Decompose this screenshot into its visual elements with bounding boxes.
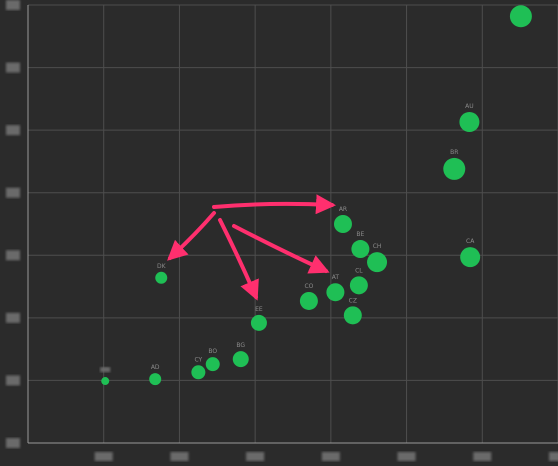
arrow: [212, 194, 336, 215]
bubble: [205, 357, 220, 372]
point-label: AT: [332, 274, 340, 281]
bubble: [460, 247, 481, 268]
point-label: DK: [157, 263, 167, 270]
point-label: CH: [373, 243, 382, 250]
point-label: CO: [304, 283, 313, 290]
point-label: CY: [194, 356, 202, 363]
point-label: EE: [255, 306, 263, 313]
x-tick-label-blurred: [94, 452, 113, 461]
x-tick-label-blurred: [246, 452, 265, 461]
bubble: [351, 240, 370, 259]
bubble: [367, 252, 388, 273]
arrow: [232, 224, 330, 274]
y-tick-label-blurred: [6, 62, 20, 73]
y-tick-label-blurred: [6, 375, 20, 386]
point-label: BR: [450, 149, 458, 156]
bubble: [101, 377, 110, 386]
bubble: [232, 351, 249, 368]
arrow: [167, 211, 216, 261]
bubble: [349, 276, 368, 295]
point-label: CZ: [349, 297, 357, 304]
bubble: [509, 5, 532, 28]
x-tick-label-blurred: [397, 452, 416, 461]
y-tick-label-blurred: [6, 250, 20, 261]
x-tick-label-blurred: [473, 452, 492, 461]
y-tick-label-blurred: [6, 312, 20, 323]
point-label: BG: [236, 342, 245, 349]
y-tick-label-blurred: [6, 125, 20, 136]
bubble: [326, 283, 345, 302]
bubble: [250, 314, 267, 331]
x-tick-label-blurred: [549, 452, 558, 461]
bubble: [149, 373, 162, 386]
x-tick-label-blurred: [170, 452, 189, 461]
point-label: CL: [355, 267, 363, 274]
y-tick-label-blurred: [6, 0, 20, 10]
point-label-blurred: [100, 367, 111, 373]
x-tick-label-blurred: [321, 452, 340, 461]
annotation-arrows: [167, 194, 336, 301]
arrow: [218, 218, 259, 301]
bubble: [333, 215, 352, 233]
point-label: BE: [356, 231, 364, 238]
bubble: [343, 306, 362, 325]
bubble: [191, 365, 206, 380]
y-tick-label-blurred: [6, 187, 20, 198]
bubble: [155, 271, 168, 284]
bubble: [459, 112, 480, 133]
bubble: [299, 291, 318, 310]
point-label: AD: [151, 364, 160, 371]
y-tick-label-blurred: [6, 438, 20, 448]
bubble: [443, 157, 466, 180]
point-label: AU: [465, 103, 474, 110]
point-label: BO: [208, 348, 217, 355]
point-label: CA: [466, 238, 475, 245]
point-label: AR: [339, 206, 347, 213]
